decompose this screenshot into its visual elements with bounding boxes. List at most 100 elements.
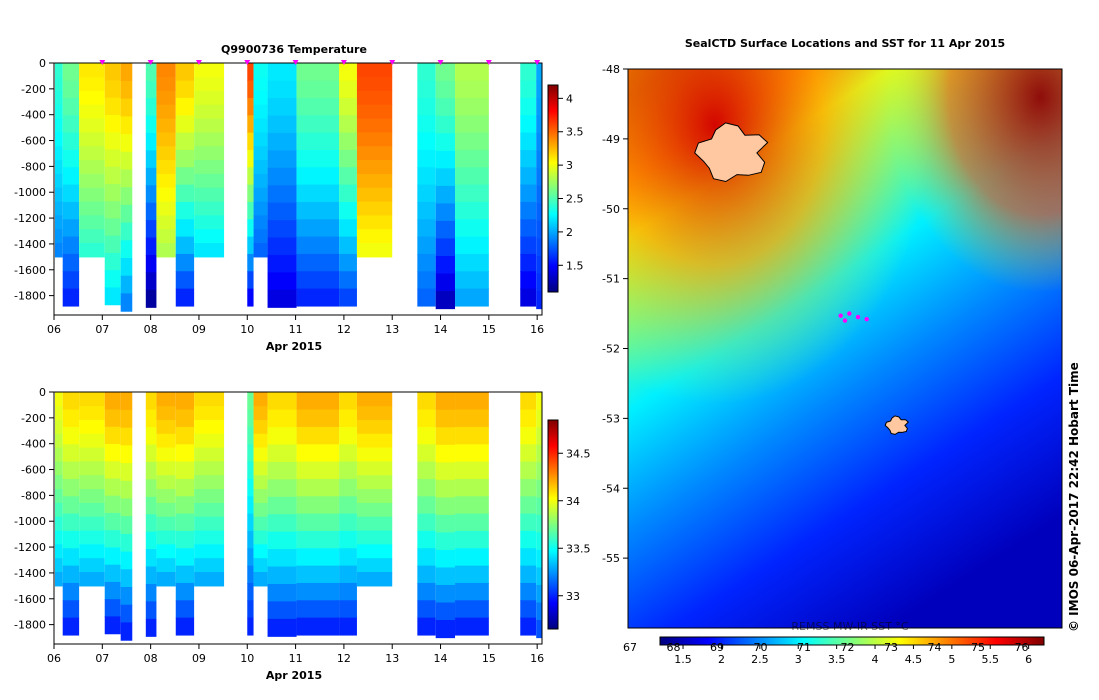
profile-cell: [120, 169, 133, 188]
profile-cell: [417, 149, 436, 168]
profile-cell: [247, 582, 254, 601]
profile-cell: [156, 118, 176, 133]
profile-cell: [145, 496, 157, 515]
profile-cell: [455, 271, 489, 290]
profile-column: [417, 63, 436, 307]
profile-column: [435, 392, 456, 639]
profile-cell: [267, 63, 297, 82]
profile-cell: [267, 220, 297, 239]
profile-cell: [339, 617, 357, 636]
fahrenheit-tick-label: 76: [1015, 641, 1029, 654]
profile-cell: [79, 104, 105, 120]
profile-cell: [253, 104, 268, 120]
profile-cell: [54, 146, 63, 161]
profile-cell: [435, 427, 456, 446]
profile-cell: [247, 184, 254, 203]
profile-cell: [296, 288, 340, 307]
profile-cell: [455, 201, 489, 220]
profile-cell: [79, 118, 105, 133]
profile-cell: [194, 146, 225, 161]
profile-cell: [296, 513, 340, 532]
profile-cell: [356, 489, 393, 504]
profile-cell: [455, 97, 489, 116]
profile-cell: [54, 229, 63, 244]
profile-cell: [79, 544, 105, 559]
profile-cell: [104, 201, 121, 220]
x-tick-label: 09: [192, 323, 206, 336]
profile-cell: [79, 90, 105, 106]
profile-marker: [147, 60, 154, 65]
profile-cell: [79, 489, 105, 504]
profile-cell: [296, 409, 340, 428]
profile-cell: [156, 489, 176, 504]
celsius-tick-label: 5.5: [981, 653, 999, 666]
profile-cell: [175, 63, 195, 82]
profile-cell: [145, 150, 157, 169]
profile-cell: [175, 478, 195, 497]
colorbar-tick-label: 34.5: [566, 447, 591, 460]
profile-cell: [145, 289, 157, 308]
profile-cell: [175, 167, 195, 186]
profile-cell: [120, 151, 133, 171]
profile-cell: [520, 97, 537, 116]
x-tick-label: 08: [144, 652, 158, 665]
profile-cell: [435, 479, 456, 498]
profile-cell: [120, 258, 133, 277]
profile-cell: [536, 497, 542, 516]
profile-cell: [247, 461, 254, 480]
profile-cell: [247, 253, 254, 272]
profile-cell: [194, 544, 225, 559]
profile-cell: [520, 513, 537, 532]
profile-cell: [435, 409, 456, 428]
profile-cell: [247, 426, 254, 445]
profile-cell: [175, 271, 195, 290]
profile-cell: [247, 219, 254, 238]
profile-cell: [296, 582, 340, 601]
profile-cell: [54, 173, 63, 189]
profile-cell: [62, 184, 80, 203]
profile-cell: [417, 582, 436, 601]
x-tick-label: 10: [240, 652, 254, 665]
profile-column: [120, 392, 133, 641]
profile-cell: [62, 288, 80, 307]
profile-cell: [156, 90, 176, 106]
profile-cell: [339, 582, 357, 601]
profile-cell: [536, 567, 542, 586]
profile-cell: [156, 243, 176, 258]
profile-cell: [54, 433, 63, 449]
profile-cell: [194, 475, 225, 490]
profile-cell: [54, 118, 63, 133]
profile-cell: [120, 480, 133, 500]
island: [884, 415, 910, 435]
profile-markers: [99, 60, 541, 65]
profile-cell: [253, 173, 268, 189]
profile-cell: [253, 461, 268, 476]
x-tick-label: 13: [385, 323, 399, 336]
profile-cell: [247, 548, 254, 567]
fahrenheit-tick-label: 71: [797, 641, 811, 654]
profile-cell: [536, 238, 542, 257]
profile-column: [339, 392, 357, 636]
profile-cell: [536, 255, 542, 275]
profile-cell: [520, 184, 537, 203]
celsius-tick-label: 4.5: [905, 653, 923, 666]
profile-cell: [296, 115, 340, 134]
profile-cell: [175, 149, 195, 168]
profile-cell: [62, 478, 80, 497]
seal-position: [842, 318, 848, 323]
profile-cell: [247, 392, 254, 411]
profile-cell: [417, 392, 436, 411]
profile-cell: [120, 463, 133, 482]
profile-cell: [145, 392, 157, 411]
y-tick-label: -800: [21, 160, 46, 173]
profile-cell: [536, 427, 542, 446]
fahrenheit-tick-label: 72: [841, 641, 855, 654]
profile-cell: [417, 80, 436, 99]
profile-cell: [194, 173, 225, 189]
profile-cell: [104, 443, 121, 462]
fahrenheit-tick-label: 74: [928, 641, 942, 654]
profile-cell: [339, 219, 357, 238]
profile-cell: [175, 97, 195, 116]
colorbar-tick-label: 3: [566, 159, 573, 172]
profile-cell: [120, 569, 133, 588]
